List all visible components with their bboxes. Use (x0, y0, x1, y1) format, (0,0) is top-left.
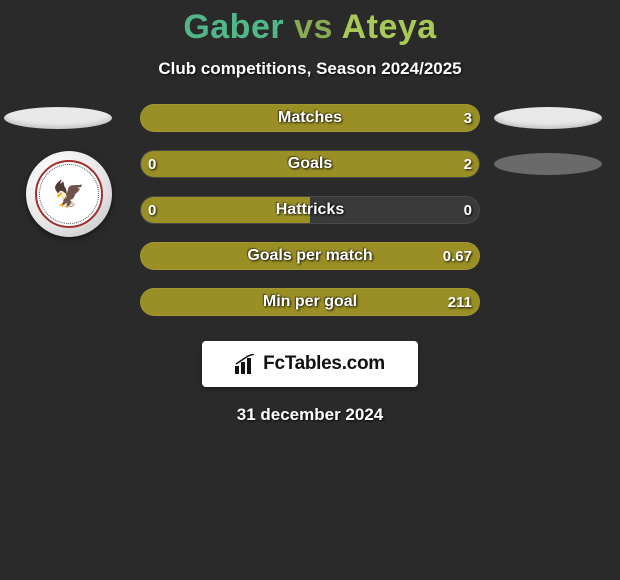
bar-right (209, 151, 479, 177)
site-badge: FcTables.com (202, 341, 418, 387)
page-title: Gaber vs Ateya (0, 8, 620, 47)
date-text: 31 december 2024 (0, 405, 620, 425)
stat-row-hattricks: 0 Hattricks 0 (0, 193, 620, 239)
bar-track (140, 242, 480, 270)
subtitle: Club competitions, Season 2024/2025 (0, 59, 620, 79)
vs-text: vs (294, 8, 333, 46)
bar-track (140, 150, 480, 178)
stat-right-value: 0.67 (443, 242, 472, 270)
stat-row-goals-per-match: Goals per match 0.67 (0, 239, 620, 285)
stats-area: 🦅 Matches 3 0 Goals (0, 101, 620, 331)
ellipse-icon (494, 153, 602, 175)
bar-right (141, 243, 479, 269)
stat-row-goals: 0 Goals 2 (0, 147, 620, 193)
decor-right-0 (494, 107, 602, 129)
bar-left (141, 197, 310, 223)
stat-left-value: 0 (148, 196, 156, 224)
player1-name: Gaber (183, 8, 284, 46)
decor-right-1 (494, 153, 602, 175)
stat-row-matches: Matches 3 (0, 101, 620, 147)
stat-right-value: 3 (464, 104, 472, 132)
bar-track (140, 196, 480, 224)
player2-name: Ateya (342, 8, 437, 46)
decor-left-0 (4, 107, 112, 129)
stat-left-value: 0 (148, 150, 156, 178)
stat-right-value: 211 (448, 288, 472, 316)
stat-row-min-per-goal: Min per goal 211 (0, 285, 620, 331)
bar-right (141, 105, 479, 131)
ellipse-icon (494, 107, 602, 129)
stat-right-value: 0 (464, 196, 472, 224)
ellipse-icon (4, 107, 112, 129)
bars-icon (235, 354, 257, 374)
infographic-root: Gaber vs Ateya Club competitions, Season… (0, 0, 620, 425)
bar-right (141, 289, 479, 315)
stat-right-value: 2 (464, 150, 472, 178)
bar-track (140, 288, 480, 316)
bar-track (140, 104, 480, 132)
site-name: FcTables.com (263, 353, 385, 375)
